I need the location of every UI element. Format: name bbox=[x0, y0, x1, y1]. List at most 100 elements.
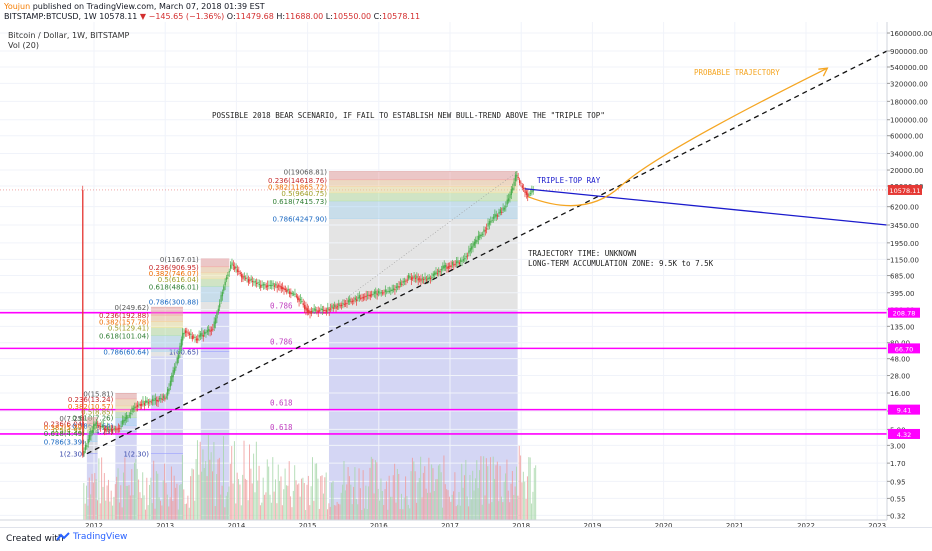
candle-body bbox=[483, 229, 485, 233]
fib-level-label: 0.618(101.04) bbox=[99, 332, 149, 340]
candle-body bbox=[227, 274, 229, 277]
y-tick-label: 100000.00 bbox=[890, 117, 928, 125]
volume-bar bbox=[422, 472, 424, 520]
y-tick-label: 395.00 bbox=[890, 290, 915, 298]
candle-body bbox=[416, 275, 418, 279]
volume-bar bbox=[413, 461, 415, 520]
candle-body bbox=[206, 330, 209, 333]
candle-body bbox=[377, 290, 380, 294]
tradingview-logo-icon bbox=[56, 532, 70, 541]
time-annotation: TRAJECTORY TIME: UNKNOWN bbox=[528, 249, 636, 258]
candle-body bbox=[193, 336, 195, 338]
candle-body bbox=[432, 273, 434, 277]
candle-body bbox=[324, 309, 326, 311]
volume-bar bbox=[483, 456, 485, 520]
candle-body bbox=[179, 345, 181, 354]
author-link[interactable]: Youjun bbox=[4, 2, 31, 11]
candle-body bbox=[376, 293, 378, 296]
candle-body bbox=[169, 380, 172, 387]
volume-bar bbox=[435, 479, 437, 520]
candle-body bbox=[424, 277, 426, 280]
volume-bar bbox=[112, 505, 114, 520]
candle-body bbox=[458, 262, 460, 265]
candle-body bbox=[150, 401, 152, 403]
fib-level-label: 0.786(3.39) bbox=[44, 439, 85, 447]
y-tick-label: 3450.00 bbox=[890, 222, 919, 230]
volume-bar bbox=[121, 507, 123, 520]
candle-body bbox=[394, 289, 396, 291]
volume-bar bbox=[531, 503, 533, 520]
triple-top-ray bbox=[524, 188, 888, 226]
candle-body bbox=[491, 219, 493, 221]
candle-body bbox=[87, 439, 89, 444]
volume-bar bbox=[442, 507, 444, 520]
candle-body bbox=[214, 318, 217, 324]
candle-body bbox=[180, 339, 183, 347]
volume-bar bbox=[222, 436, 224, 520]
volume-bar bbox=[418, 477, 420, 520]
volume-bar bbox=[476, 460, 478, 520]
fib-diagonal bbox=[328, 171, 518, 312]
volume-bar bbox=[221, 485, 223, 520]
volume-bar bbox=[205, 461, 207, 520]
candle-body bbox=[409, 276, 411, 278]
volume-bar bbox=[170, 466, 172, 520]
volume-bar bbox=[353, 486, 355, 520]
volume-bar bbox=[116, 476, 118, 520]
fib-level-label: 0.618(4.49) bbox=[44, 430, 85, 438]
candle-body bbox=[298, 298, 300, 302]
candle-body bbox=[312, 310, 314, 312]
created-with-text: Created with bbox=[6, 534, 64, 544]
tradingview-brand[interactable]: TradingView bbox=[56, 532, 127, 542]
volume-bar bbox=[165, 482, 167, 520]
volume-bar bbox=[261, 502, 263, 520]
candle-body bbox=[520, 182, 522, 184]
volume-bar bbox=[411, 457, 413, 520]
candle-body bbox=[203, 331, 206, 335]
candle-body bbox=[210, 329, 213, 331]
volume-bar bbox=[135, 459, 137, 520]
candle-body bbox=[165, 396, 167, 398]
candle-body bbox=[301, 300, 303, 302]
volume-bar bbox=[229, 463, 231, 520]
candle-body bbox=[305, 306, 307, 311]
candle-body bbox=[462, 259, 465, 261]
fib-level-label: 0.5(8.85) bbox=[81, 409, 113, 417]
candle-body bbox=[410, 277, 413, 281]
candle-body bbox=[498, 211, 500, 215]
candle-body bbox=[142, 400, 144, 404]
candle-body bbox=[277, 285, 280, 287]
close-value: 10578.11 bbox=[381, 12, 421, 21]
y-tick-label: 20000.00 bbox=[890, 167, 923, 175]
volume-bar bbox=[420, 456, 422, 520]
volume-bar bbox=[453, 491, 455, 520]
candle-body bbox=[128, 415, 130, 417]
volume-bar bbox=[429, 492, 431, 520]
volume-bar bbox=[107, 479, 109, 520]
candle-body bbox=[350, 301, 352, 303]
candle-body bbox=[97, 424, 99, 426]
candle-body bbox=[256, 282, 258, 285]
candle-body bbox=[507, 198, 510, 202]
price-tag-label: 66.70 bbox=[895, 345, 914, 353]
candle-body bbox=[505, 205, 507, 208]
fib-level-label: 0.786(60.64) bbox=[103, 348, 149, 356]
candle-body bbox=[309, 311, 311, 314]
volume-bar bbox=[387, 509, 389, 520]
accumulation-zone bbox=[200, 312, 230, 520]
candle-body bbox=[275, 283, 277, 286]
candle-body bbox=[117, 428, 120, 430]
volume-bar bbox=[365, 485, 367, 520]
candle-body bbox=[320, 308, 322, 311]
candle-body bbox=[249, 279, 251, 281]
volume-bar bbox=[95, 479, 97, 520]
current-price-tag: 10578.11 bbox=[889, 187, 920, 195]
candle-body bbox=[276, 285, 278, 288]
candle-body bbox=[302, 303, 304, 306]
candle-body bbox=[294, 293, 296, 295]
fib-band bbox=[200, 278, 230, 287]
volume-bar bbox=[102, 486, 104, 520]
volume-bar bbox=[272, 457, 274, 520]
volume-bar bbox=[279, 480, 281, 520]
